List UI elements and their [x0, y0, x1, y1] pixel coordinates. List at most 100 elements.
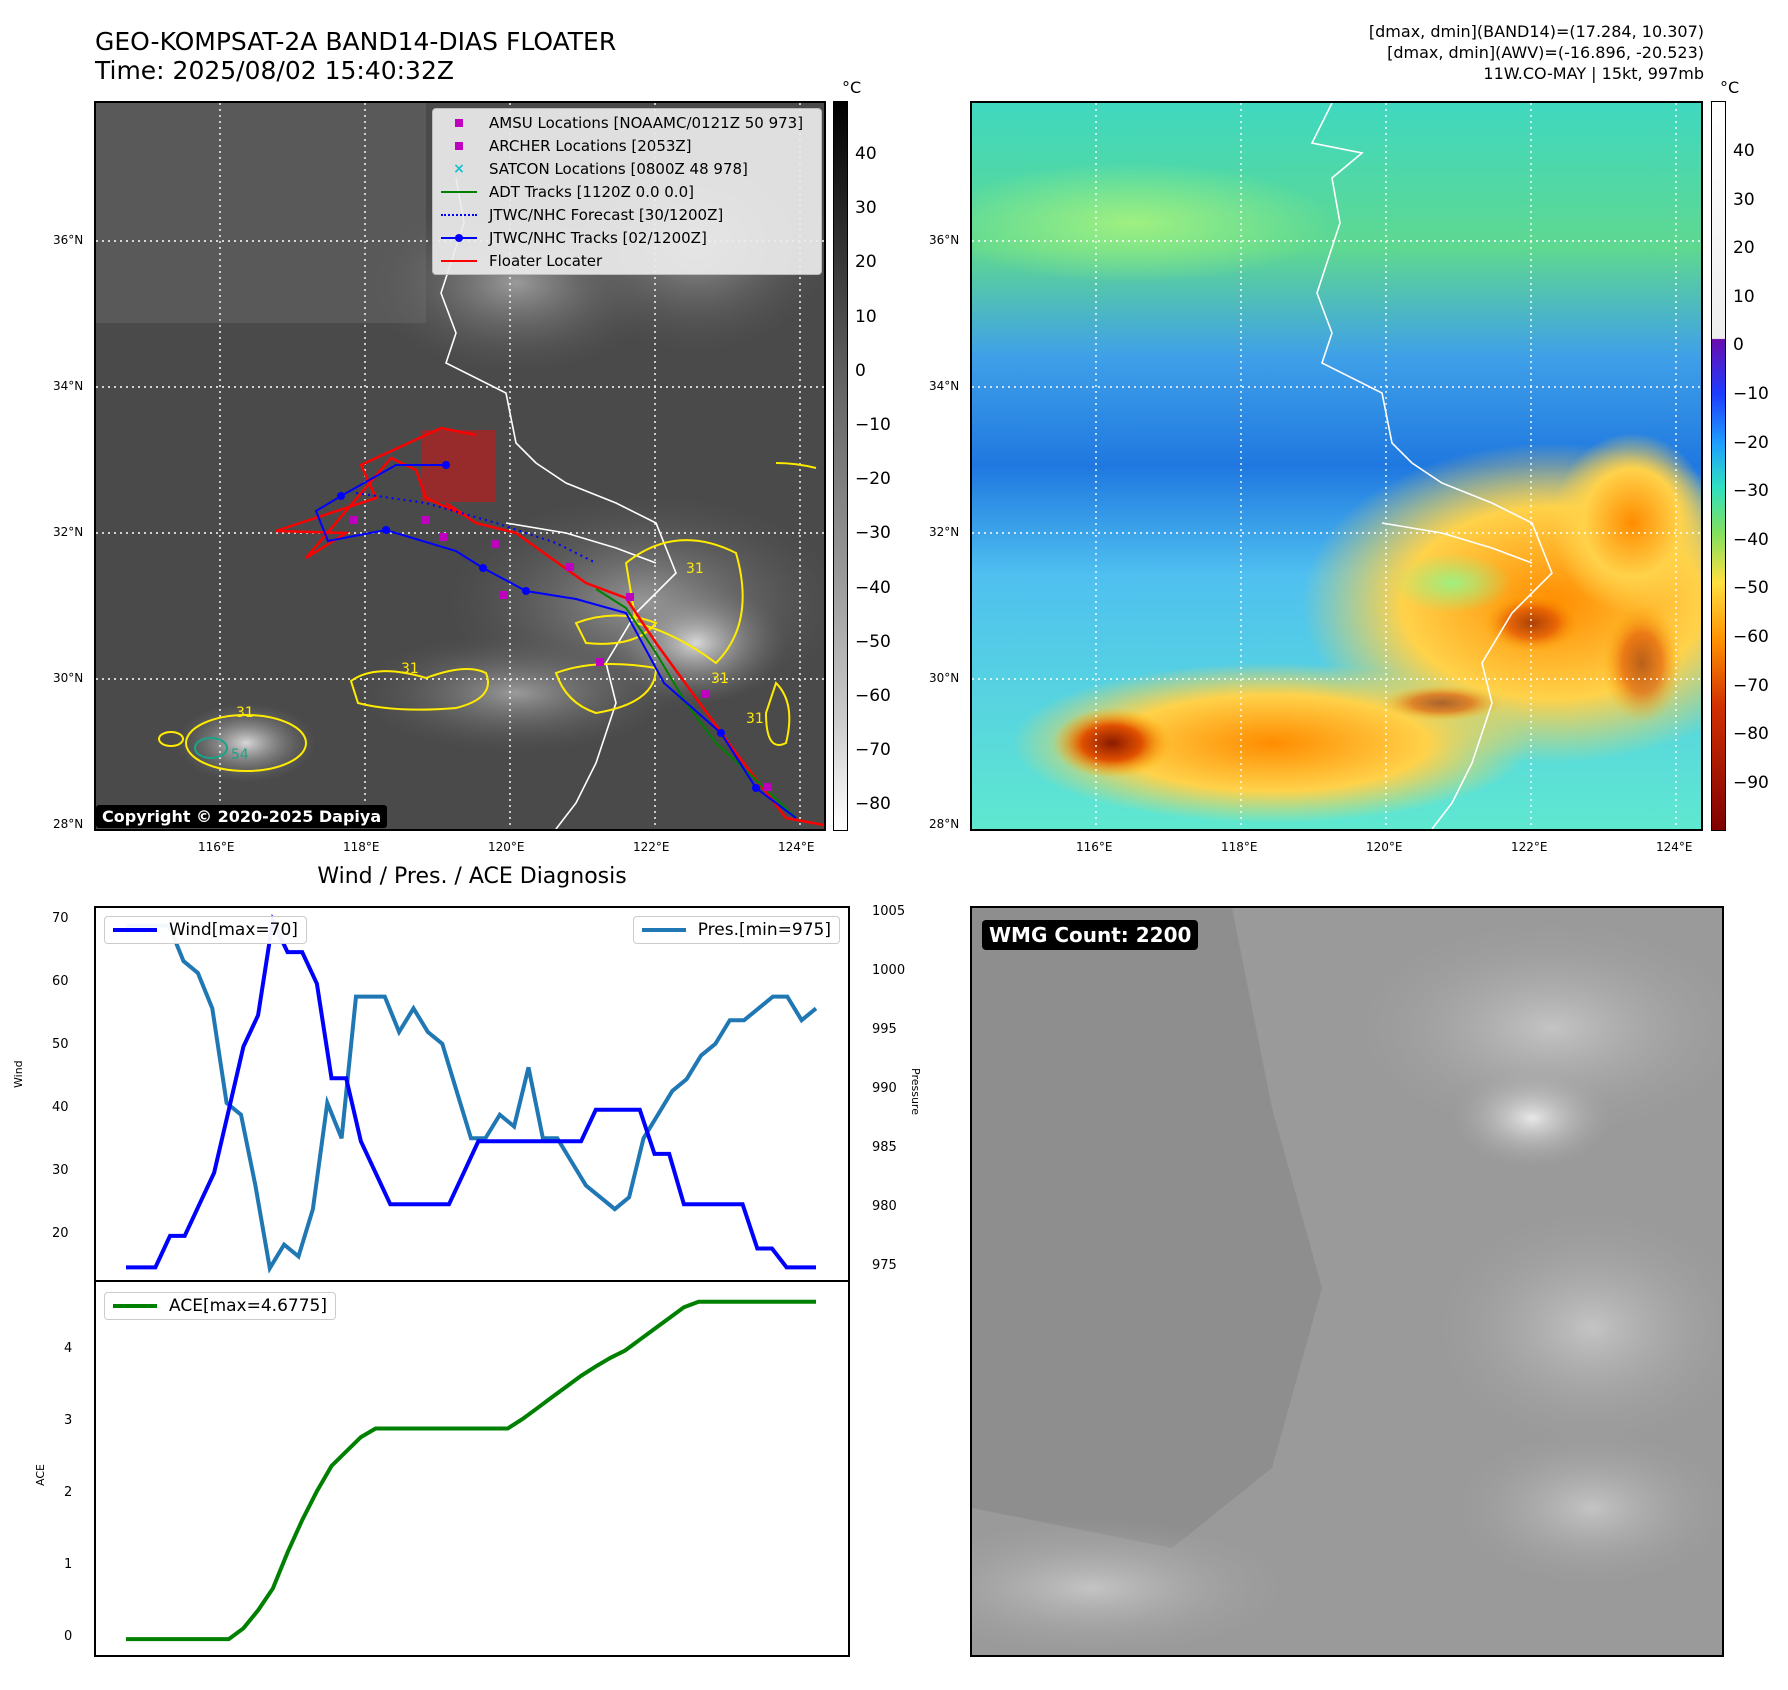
wind-tick: 20 — [52, 1225, 69, 1241]
copyright-badge: Copyright © 2020-2025 Dapiya — [96, 805, 388, 828]
ir-map-legend: AMSU Locations [NOAAMC/0121Z 50 973] ARC… — [432, 108, 822, 275]
awv-lon-label: 118°E — [1221, 840, 1258, 854]
ace-tick: 4 — [64, 1340, 73, 1356]
awv-cbar-unit: °C — [1720, 78, 1740, 97]
awv-cbar-tick: −50 — [1733, 578, 1769, 599]
awv-cbar-tick: −80 — [1733, 724, 1769, 745]
ir-lon-label: 118°E — [343, 840, 380, 854]
wind-tick: 70 — [52, 910, 69, 926]
wmg-image — [972, 908, 1722, 1655]
awv-cbar-tick: −10 — [1733, 384, 1769, 404]
ir-lon-label: 124°E — [778, 840, 815, 854]
awv-cbar-tick: −40 — [1733, 529, 1769, 550]
legend-item-adt: ADT Tracks [1120Z 0.0 0.0] — [433, 180, 821, 203]
pres-ylabel: Pressure — [909, 1068, 922, 1115]
ir-lon-label: 120°E — [488, 840, 525, 854]
ir-lat-label: 36°N — [53, 233, 84, 247]
awv-title-line2: [dmax, dmin](AWV)=(-16.896, -20.523) — [1387, 43, 1704, 62]
awv-lat-label: 34°N — [929, 379, 960, 393]
awv-map-panel[interactable] — [970, 101, 1703, 831]
wind-pres-plot — [126, 913, 818, 1274]
pres-tick: 1005 — [872, 903, 906, 919]
contour-label: 31 — [711, 671, 729, 687]
pres-line — [126, 923, 818, 1274]
ir-title-line1: GEO-KOMPSAT-2A BAND14-DIAS FLOATER — [95, 27, 617, 56]
awv-cbar-tick: −90 — [1733, 772, 1769, 793]
ace-tick: 2 — [64, 1484, 73, 1500]
awv-cbar-tick: −20 — [1733, 432, 1769, 453]
contour-label: 31 — [746, 711, 764, 727]
ir-cbar-tick: −70 — [855, 740, 891, 761]
ace-tick: 1 — [64, 1556, 73, 1572]
awv-cbar-tick: 0 — [1733, 335, 1744, 356]
awv-lon-label: 120°E — [1366, 840, 1403, 854]
awv-lat-label: 36°N — [929, 233, 960, 247]
wind-ylabel: Wind — [12, 1060, 25, 1088]
contour-label: 54 — [231, 747, 249, 763]
ace-tick: 3 — [64, 1412, 73, 1428]
wmg-panel[interactable]: WMG Count: 2200 — [970, 906, 1724, 1657]
ace-tick: 0 — [64, 1629, 73, 1645]
wind-legend: Wind[max=70] — [104, 916, 307, 944]
ir-map-panel[interactable]: 31 54 31 31 31 31 AMSU Locations [NOAAMC… — [94, 101, 826, 831]
wind-tick: 50 — [52, 1036, 69, 1052]
ir-lon-label: 116°E — [198, 840, 235, 854]
wind-tick: 40 — [52, 1099, 69, 1115]
ir-cbar-tick: −20 — [855, 469, 891, 490]
awv-cbar-tick: −70 — [1733, 675, 1769, 696]
pres-tick: 990 — [872, 1081, 897, 1097]
ir-cbar-tick: 30 — [855, 198, 877, 219]
wind-tick: 60 — [52, 973, 69, 989]
awv-title-line3: 11W.CO-MAY | 15kt, 997mb — [1483, 64, 1704, 83]
wind-pres-chart[interactable]: Wind[max=70] Pres.[min=975] — [94, 906, 850, 1282]
ir-cbar-tick: −10 — [855, 415, 891, 435]
ir-title-line2: Time: 2025/08/02 15:40:32Z — [95, 56, 454, 85]
ir-colorbar — [833, 101, 848, 831]
pres-tick: 995 — [872, 1022, 897, 1037]
legend-item-amsu: AMSU Locations [NOAAMC/0121Z 50 973] — [433, 111, 821, 134]
ace-legend: ACE[max=4.6775] — [104, 1292, 336, 1320]
ir-cbar-tick: 10 — [855, 306, 877, 327]
ir-cbar-unit: °C — [842, 78, 862, 97]
pres-tick: 980 — [872, 1199, 897, 1215]
awv-map-image — [972, 103, 1701, 829]
contour-label: 31 — [236, 705, 254, 721]
legend-item-archer: ARCHER Locations [2053Z] — [433, 134, 821, 157]
pres-tick: 975 — [872, 1258, 897, 1274]
ace-chart[interactable]: ACE[max=4.6775] — [94, 1280, 850, 1657]
legend-item-satcon: × SATCON Locations [0800Z 48 978] — [453, 159, 748, 178]
ir-cbar-tick: 0 — [855, 360, 866, 381]
wmg-count-badge: WMG Count: 2200 — [982, 920, 1199, 950]
awv-cbar-tick: −60 — [1733, 627, 1769, 647]
awv-title-line1: [dmax, dmin](BAND14)=(17.284, 10.307) — [1368, 22, 1704, 41]
awv-lat-label: 32°N — [929, 525, 960, 539]
ir-lat-label: 32°N — [53, 525, 84, 539]
ir-cbar-tick: −60 — [855, 686, 891, 706]
awv-lon-label: 122°E — [1511, 840, 1548, 854]
ir-cbar-tick: −50 — [855, 631, 891, 652]
legend-item-floater: Floater Locater — [433, 249, 821, 272]
awv-cbar-tick: −30 — [1733, 481, 1769, 502]
contour-label: 31 — [686, 561, 704, 577]
pres-legend: Pres.[min=975] — [632, 916, 840, 944]
contour-label: 31 — [401, 661, 419, 677]
pres-tick: 1000 — [872, 962, 906, 978]
ace-line — [126, 1299, 816, 1642]
awv-cbar-tick: 30 — [1733, 189, 1755, 210]
ir-lon-label: 122°E — [633, 840, 670, 854]
ir-cbar-tick: −80 — [855, 794, 891, 815]
ir-cbar-tick: 20 — [855, 252, 877, 273]
ir-lat-label: 34°N — [53, 379, 84, 393]
legend-item-jtwc-forecast: JTWC/NHC Forecast [30/1200Z] — [433, 203, 821, 226]
ir-lat-label: 28°N — [53, 817, 84, 831]
awv-lon-label: 124°E — [1656, 840, 1693, 854]
wind-line — [126, 913, 816, 1270]
ace-ylabel: ACE — [34, 1464, 47, 1486]
ace-plot — [126, 1299, 816, 1642]
ir-cbar-tick: −40 — [855, 577, 891, 598]
awv-cbar-tick: 40 — [1733, 141, 1755, 161]
awv-cbar-tick: 10 — [1733, 286, 1755, 307]
wind-tick: 30 — [52, 1162, 69, 1178]
awv-lat-label: 30°N — [929, 671, 960, 685]
pres-tick: 985 — [872, 1140, 897, 1156]
